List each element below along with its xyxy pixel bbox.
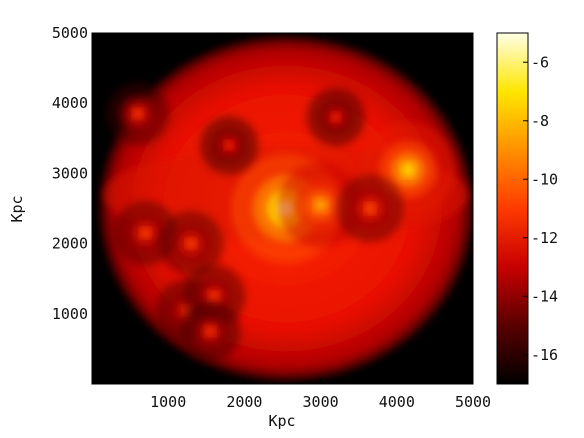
colorbar-tick-label: -16 [531,346,558,364]
density-clump [306,88,366,147]
x-axis-label: Kpc [268,412,295,430]
density-clump [106,82,170,146]
plot-area [91,32,474,385]
x-tick-label: 1000 [150,393,186,411]
x-tick-label: 3000 [303,393,339,411]
y-axis: 1000 2000 3000 4000 5000 [52,24,473,323]
density-clump [199,116,259,175]
y-tick-label: 3000 [52,164,88,182]
colorbar-tick-label: -10 [531,170,558,188]
x-tick-label: 2000 [226,393,262,411]
y-tick-label: 2000 [52,235,88,253]
plot-frame [91,32,474,385]
colorbar-tick-label: -8 [531,112,549,130]
y-tick-label: 1000 [52,305,88,323]
colorbar-tick-label: -12 [531,229,558,247]
density-clump [179,300,241,362]
y-axis-label: Kpc [8,195,26,222]
colorbar-tick-label: -6 [531,53,549,71]
colorbar-gradient [496,32,529,385]
x-tick-label: 5000 [455,393,491,411]
x-axis: 1000 2000 3000 4000 5000 [150,33,491,411]
colorbar-tick-label: -14 [531,287,558,305]
y-tick-label: 4000 [52,94,88,112]
density-clump [336,174,404,243]
colorbar: -6 -8 -10 -12 -14 -16 [496,32,558,385]
x-tick-label: 4000 [379,393,415,411]
y-tick-label: 5000 [52,24,88,42]
density-map [99,36,473,381]
density-clump [158,211,224,277]
colorbar-ticks: -6 -8 -10 -12 -14 -16 [523,53,558,364]
